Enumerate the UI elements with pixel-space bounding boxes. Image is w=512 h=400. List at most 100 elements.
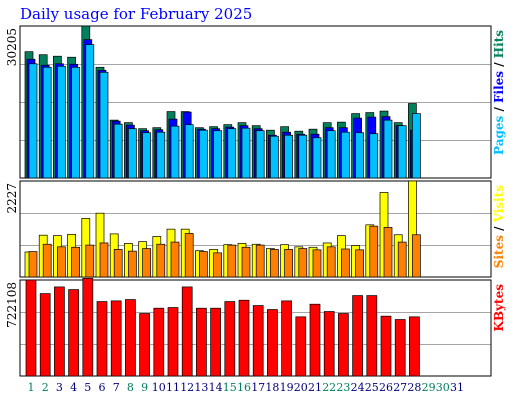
bar-pages [71,66,80,179]
bar-pages [312,137,322,179]
y-axis-max-label: 30205 [5,28,19,66]
bar-sites [85,244,95,278]
bar-kbytes [366,295,378,377]
chart-title: Daily usage for February 2025 [20,5,253,23]
bar-pages [397,125,407,179]
x-tick-label: 27 [393,381,407,394]
legend-separator: / [492,222,506,235]
bar-sites [341,248,350,278]
legend-item-pages: Pages [492,115,506,155]
bar-sites [199,251,208,278]
bar-pages [227,128,237,179]
bar-kbytes [394,319,406,377]
bar-pages [199,129,208,179]
x-tick-label: 16 [237,381,251,394]
bar-sites [227,244,237,278]
bar-pages [355,132,364,179]
bar-kbytes [210,307,221,377]
x-tick-label: 14 [209,381,223,394]
x-tick-label: 3 [56,381,63,394]
bar-pages [341,131,350,179]
bar-kbytes [110,300,122,377]
bar-pages [213,130,222,179]
x-tick-label: 19 [280,381,294,394]
bar-kbytes [139,313,150,377]
legend-item-kbytes: KBytes [492,284,506,332]
bar-kbytes [352,295,363,377]
bar-pages [270,135,279,179]
bar-kbytes [181,286,193,377]
x-tick-label: 9 [141,381,148,394]
bar-kbytes [409,316,420,377]
bar-sites [326,246,336,278]
bar-sites [298,248,308,278]
bar-sites [270,249,279,278]
bar-pages [298,134,308,179]
x-tick-label: 6 [99,381,106,394]
x-tick-label: 20 [294,381,308,394]
bar-pages [241,127,251,179]
x-tick-label: 24 [351,381,365,394]
bar-sites [128,250,137,278]
bar-kbytes [125,299,136,377]
bar-sites [397,241,407,278]
x-tick-label: 5 [84,381,91,394]
bar-sites [28,251,38,278]
bar-sites [369,225,379,278]
bar-pages [170,125,180,179]
bar-pages [184,124,194,179]
bar-kbytes [82,277,94,377]
bar-sites [213,252,222,278]
bar-pages [412,113,421,179]
bar-kbytes [68,289,79,377]
x-tick-label: 18 [265,381,279,394]
x-tick-label: 11 [166,381,180,394]
legend-item-visits: Visits [492,185,506,224]
bar-kbytes [267,309,278,377]
bar-sites [142,248,151,278]
bar-kbytes [167,307,179,377]
x-tick-label: 30 [436,381,450,394]
bar-sites [383,227,393,278]
bar-kbytes [252,305,264,377]
panel-kbytes: 722108 KBytes [5,277,506,377]
bar-pages [85,44,95,179]
bar-pages [99,71,109,179]
x-tick-label: 10 [152,381,166,394]
x-tick-label: 15 [223,381,237,394]
bar-kbytes [281,300,292,377]
bar-sites [412,234,421,278]
bar-pages [28,63,38,179]
legend: KBytes [492,284,506,332]
x-tick-label: 2 [42,381,49,394]
bar-sites [156,243,166,278]
legend: Pages / Files / Hits [492,30,506,155]
bar-sites [355,249,364,278]
bar-kbytes [25,279,37,377]
bar-pages [383,119,393,179]
x-tick-label: 23 [336,381,350,394]
bar-sites [42,243,52,278]
bar-pages [142,132,151,179]
bar-sites [57,246,66,278]
bar-kbytes [295,316,307,377]
y-axis-max-label: 2227 [5,183,19,214]
bar-pages [57,65,66,179]
y-axis-max-label: 722108 [5,282,19,328]
x-tick-label: 13 [194,381,208,394]
bar-pages [369,133,379,179]
x-tick-label: 25 [365,381,379,394]
x-tick-label: 4 [70,381,77,394]
legend: Sites / Visits [492,185,506,268]
bar-kbytes [224,301,236,377]
legend-separator: / [492,103,506,116]
bar-pages [284,134,293,179]
bar-sites [184,233,194,278]
bar-kbytes [238,299,250,377]
bar-pages [128,128,137,179]
bar-sites [113,249,123,278]
bar-pages [255,130,265,179]
x-tick-label: 21 [308,381,322,394]
legend-item-hits: Hits [492,30,506,58]
bar-pages [113,123,123,179]
